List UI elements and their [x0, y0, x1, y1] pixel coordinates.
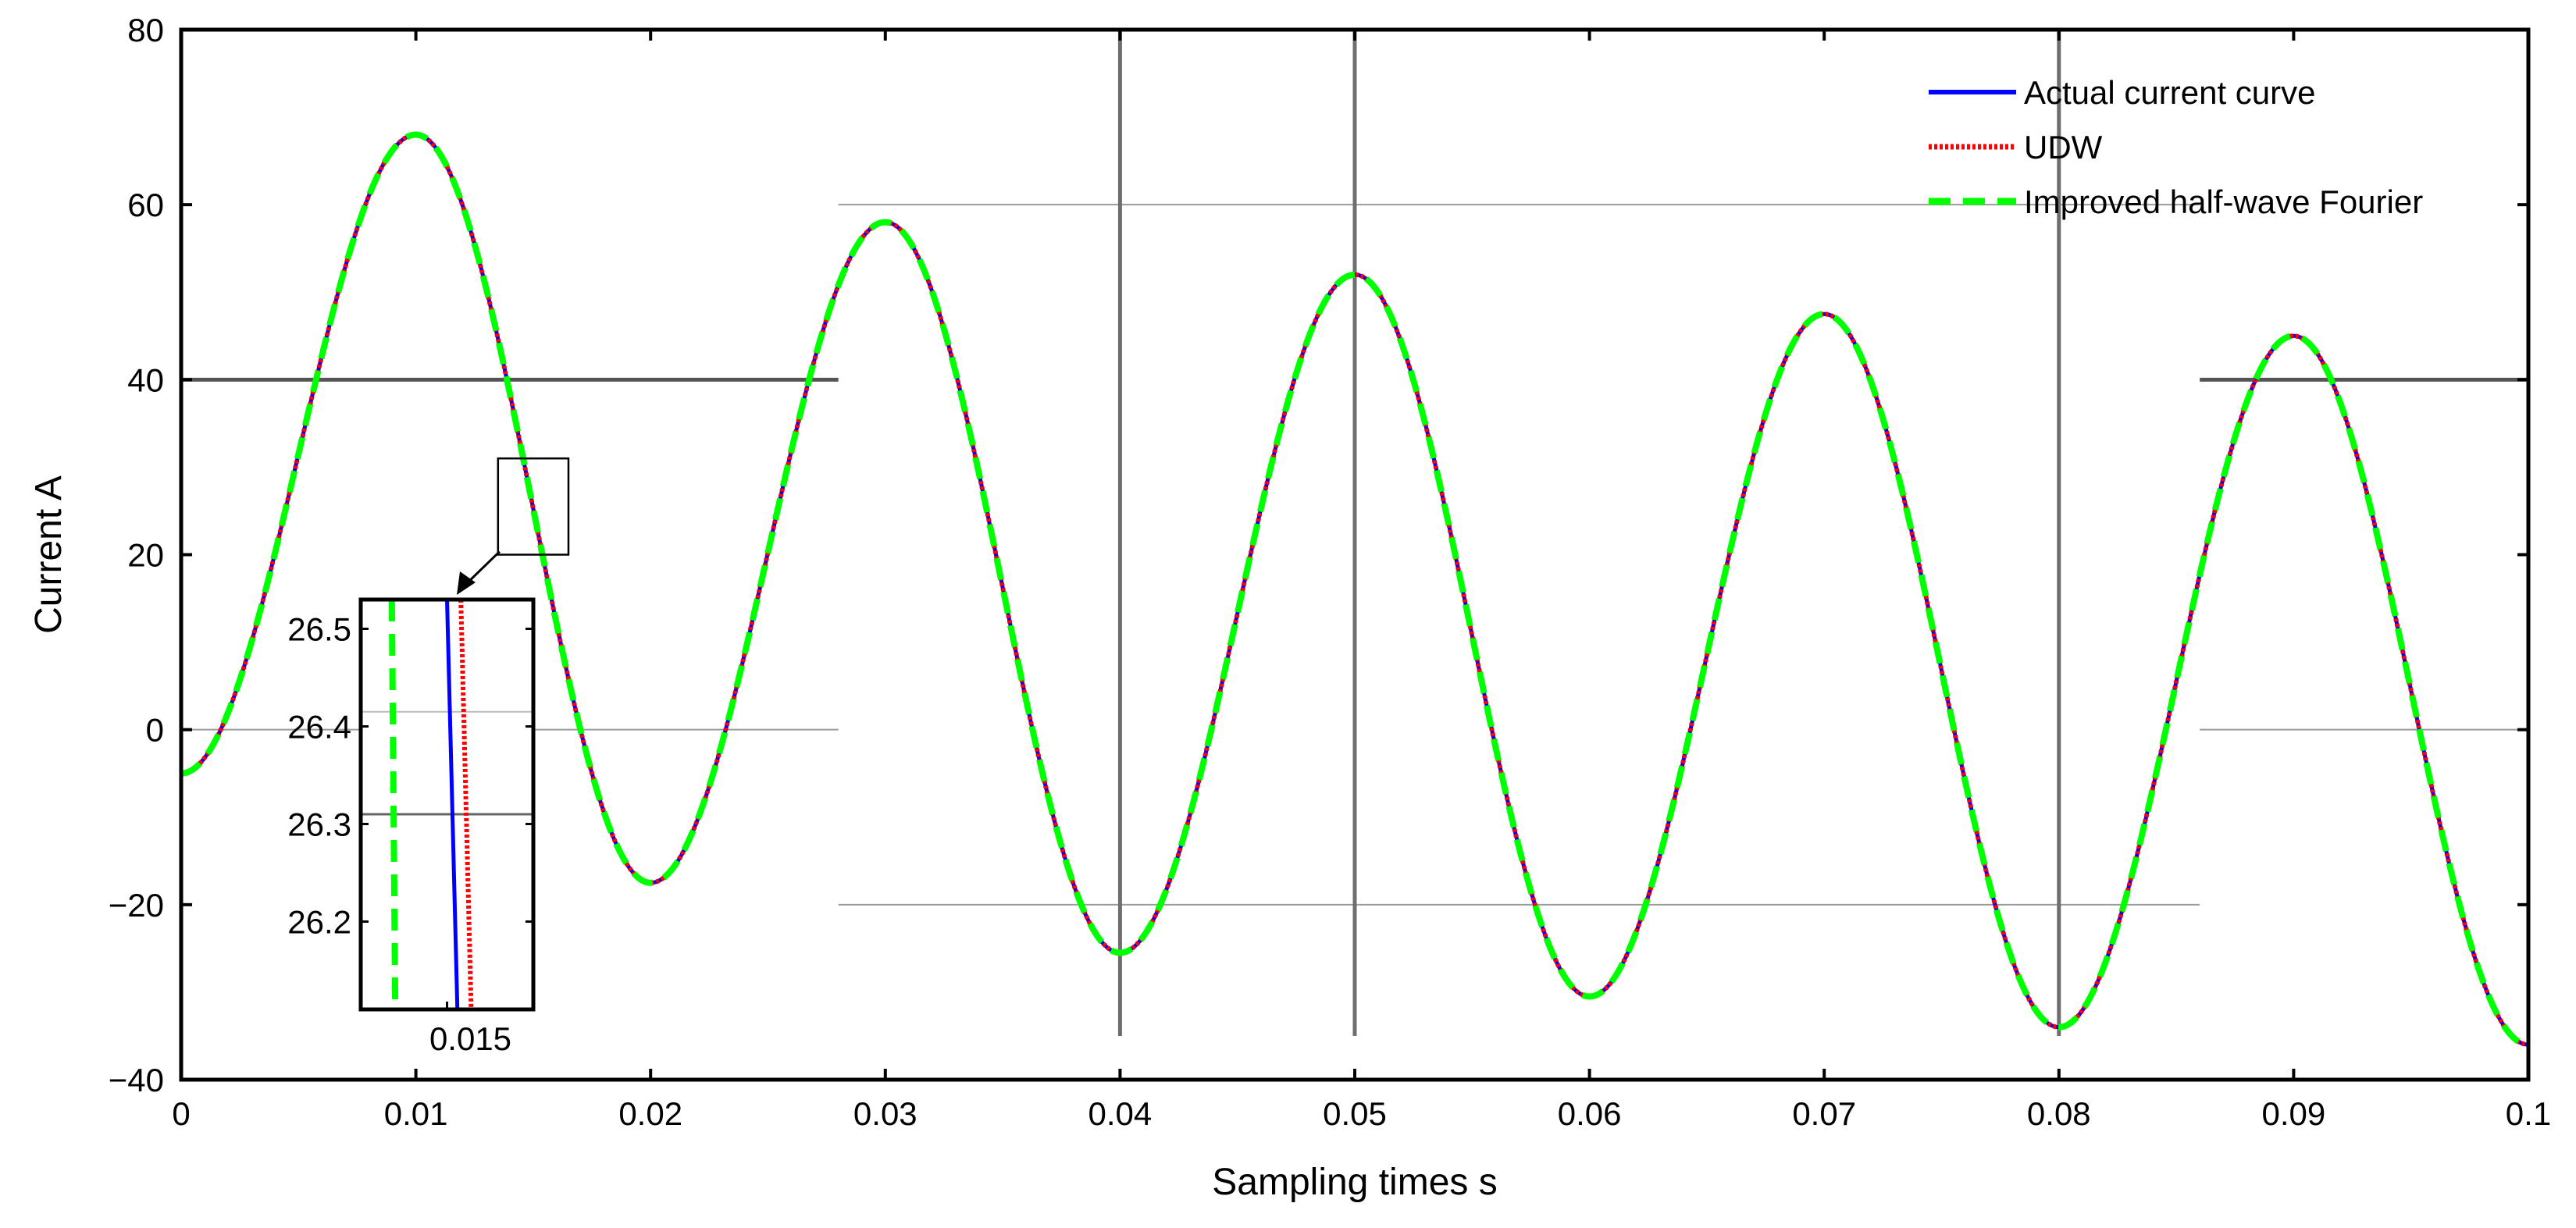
zoom-box [497, 457, 570, 556]
x-tick-label: 0.01 [384, 1095, 448, 1132]
x-tick-label: 0.08 [2027, 1095, 2091, 1132]
x-tick-label: 0.04 [1088, 1095, 1153, 1132]
y-tick-label: 40 [127, 361, 164, 398]
x-tick-label: 0.1 [2506, 1095, 2551, 1132]
legend-label-1: UDW [2024, 129, 2103, 166]
x-tick-label: 0.02 [618, 1095, 682, 1132]
inset-y-tick-label: 26.3 [287, 806, 351, 843]
inset-y-tick-label: 26.4 [287, 709, 351, 746]
inset-group: 26.2 26.3 26.4 26.5 0.015 [287, 457, 570, 1057]
inset-series-line-0 [445, 599, 460, 1010]
x-tick-label: 0.05 [1323, 1095, 1387, 1132]
inset-series-line-1 [458, 599, 474, 1010]
y-tick-label: 80 [127, 12, 164, 48]
y-axis-title: Current A [28, 475, 69, 634]
y-tick-label: 20 [127, 537, 164, 574]
y-tick-label: −40 [109, 1062, 164, 1098]
series-group [180, 131, 2530, 1048]
y-tick-label: 0 [146, 712, 164, 749]
legend: Actual current curve UDW Improved half-wav… [1929, 74, 2423, 220]
legend-label-0: Actual current curve [2024, 74, 2316, 111]
x-tick-label: 0.07 [1792, 1095, 1856, 1132]
x-tick-label: 0 [172, 1095, 190, 1132]
x-tick-label: 0.03 [853, 1095, 917, 1132]
series-line-2 [180, 131, 2530, 1048]
zoom-arrow-head [457, 571, 476, 595]
x-tick-label: 0.09 [2262, 1095, 2326, 1132]
x-tick-label: 0.06 [1558, 1095, 1622, 1132]
inset-y-tick-label: 26.5 [287, 611, 351, 648]
x-axis-title: Sampling times s [1212, 1162, 1497, 1203]
legend-label-2: Improved half-wave Fourier [2024, 183, 2423, 220]
y-tick-label: −20 [109, 887, 164, 924]
axes-group: 0 0.01 0.02 0.03 0.04 0.05 0.06 0.07 0.08 0.09 0.1… [28, 12, 2551, 1203]
inset-x-tick-label: 0.015 [429, 1020, 511, 1057]
y-tick-label: 60 [127, 187, 164, 223]
inset-y-tick-label: 26.2 [287, 904, 351, 941]
